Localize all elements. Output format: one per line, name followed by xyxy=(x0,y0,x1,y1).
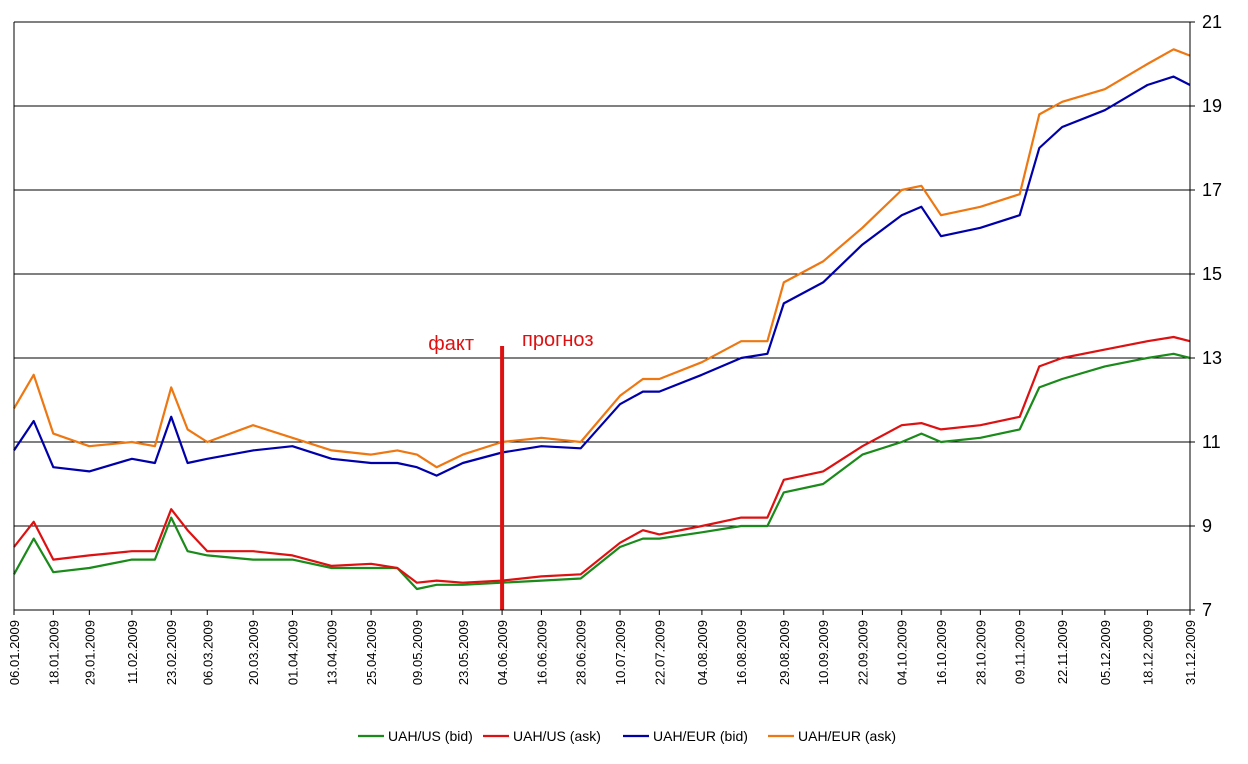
x-tick-label: 20.03.2009 xyxy=(246,620,261,685)
x-tick-label: 04.08.2009 xyxy=(695,620,710,685)
y-tick-label: 15 xyxy=(1202,264,1222,284)
y-tick-label: 13 xyxy=(1202,348,1222,368)
x-tick-label: 11.02.2009 xyxy=(125,620,140,684)
series-line-2 xyxy=(13,75,1191,477)
legend-label-3: UAH/EUR (ask) xyxy=(798,728,896,744)
x-tick-label: 06.03.2009 xyxy=(200,620,215,685)
x-tick-label: 22.07.2009 xyxy=(652,620,667,685)
legend-label-0: UAH/US (bid) xyxy=(388,728,473,744)
x-tick-label: 18.01.2009 xyxy=(46,620,61,685)
y-tick-label: 19 xyxy=(1202,96,1222,116)
y-axis-tick-labels: 7 9 11 13 15 17 19 21 xyxy=(1190,12,1222,620)
series-line-0 xyxy=(13,352,1191,591)
x-tick-label: 16.08.2009 xyxy=(734,620,749,685)
axes xyxy=(13,22,1191,611)
y-tick-label: 11 xyxy=(1202,432,1221,452)
x-tick-label: 29.08.2009 xyxy=(777,620,792,685)
series-lines xyxy=(13,48,1191,591)
x-tick-label: 01.04.2009 xyxy=(285,620,300,685)
x-tick-label: 18.12.2009 xyxy=(1140,620,1155,685)
series-line-1 xyxy=(13,335,1191,584)
x-tick-label: 09.11.2009 xyxy=(1013,620,1028,684)
x-tick-label: 16.10.2009 xyxy=(934,620,949,685)
y-tick-label: 9 xyxy=(1202,516,1212,536)
x-tick-label: 28.06.2009 xyxy=(574,620,589,685)
x-tick-label: 05.12.2009 xyxy=(1098,620,1113,685)
legend: UAH/US (bid) UAH/US (ask) UAH/EUR (bid) UAH… xyxy=(358,728,896,744)
y-tick-label: 7 xyxy=(1202,600,1212,620)
legend-label-1: UAH/US (ask) xyxy=(513,728,601,744)
series-line-3 xyxy=(13,48,1191,469)
x-axis-tick-labels: 06.01.2009 18.01.2009 29.01.2009 11.02.2009… xyxy=(7,610,1198,685)
annotation-forecast: прогноз xyxy=(522,329,593,351)
y-tick-label: 17 xyxy=(1202,180,1222,200)
x-tick-label: 16.06.2009 xyxy=(534,620,549,685)
x-tick-label: 10.07.2009 xyxy=(613,620,628,685)
x-tick-label: 23.05.2009 xyxy=(456,620,471,685)
legend-label-2: UAH/EUR (bid) xyxy=(653,728,748,744)
x-tick-label: 28.10.2009 xyxy=(973,620,988,685)
y-tick-label: 21 xyxy=(1202,12,1222,32)
x-tick-label: 31.12.2009 xyxy=(1183,620,1198,685)
x-tick-label: 13.04.2009 xyxy=(325,620,340,685)
x-tick-label: 06.01.2009 xyxy=(7,620,22,685)
x-tick-label: 04.10.2009 xyxy=(895,620,910,685)
x-tick-label: 10.09.2009 xyxy=(816,620,831,685)
x-tick-label: 22.09.2009 xyxy=(855,620,870,685)
x-tick-label: 25.04.2009 xyxy=(364,620,379,685)
x-tick-label: 29.01.2009 xyxy=(82,620,97,685)
x-tick-label: 22.11.2009 xyxy=(1055,620,1070,684)
annotation-fact: факт xyxy=(428,333,474,355)
x-tick-label: 09.05.2009 xyxy=(410,620,425,685)
x-tick-label: 23.02.2009 xyxy=(164,620,179,685)
x-tick-label: 04.06.2009 xyxy=(495,620,510,685)
